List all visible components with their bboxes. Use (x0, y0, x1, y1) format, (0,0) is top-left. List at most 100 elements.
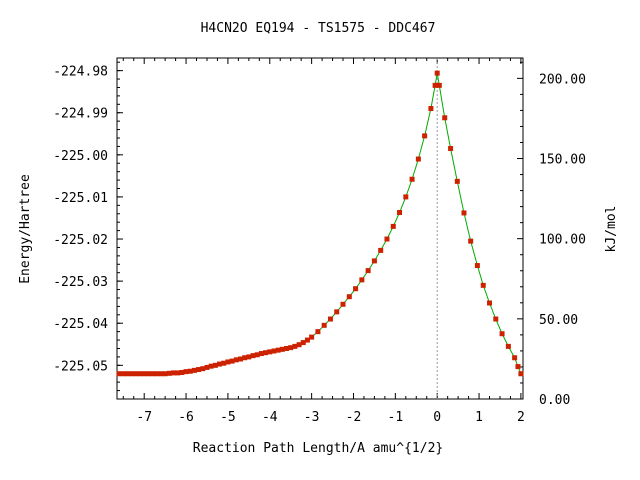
data-point (288, 345, 294, 351)
x-tick-label: 1 (475, 410, 483, 425)
data-point (434, 70, 440, 76)
data-point (191, 367, 197, 373)
data-point (384, 236, 390, 242)
data-point (187, 368, 193, 374)
data-point (154, 371, 160, 377)
x-tick-label: 0 (433, 410, 441, 425)
data-point (229, 358, 235, 364)
data-point (505, 343, 511, 349)
data-point (258, 351, 264, 357)
data-point (158, 371, 164, 377)
data-point (422, 133, 428, 139)
x-tick-label: -1 (388, 410, 404, 425)
y2-tick-label: 100.00 (539, 233, 586, 248)
data-point (267, 349, 273, 355)
data-point (279, 346, 285, 352)
data-point (448, 146, 454, 152)
data-point (515, 364, 521, 370)
y2-tick-label: 150.00 (539, 153, 586, 168)
data-point (518, 371, 524, 377)
data-point (474, 263, 480, 269)
data-point (116, 371, 122, 377)
data-point (300, 340, 306, 346)
data-point (415, 156, 421, 162)
data-point (204, 364, 210, 370)
data-point (254, 352, 260, 358)
data-point (129, 371, 135, 377)
chart-title: H4CN2O EQ194 - TS1575 - DDC467 (201, 21, 436, 36)
data-point (271, 348, 277, 354)
data-point (233, 357, 239, 363)
data-point (120, 371, 126, 377)
data-point (321, 322, 327, 328)
series-curve (119, 73, 522, 375)
data-point (403, 194, 409, 200)
data-point (141, 371, 147, 377)
y-tick-label: -225.04 (53, 317, 108, 332)
tick-labels: -7 -6 -5 -4 -3 -2 -1 0 1 2 -224.98 -224.99 -225.00 -2… (53, 65, 586, 425)
y-tick-label: -225.05 (53, 359, 108, 374)
x-tick-label: 2 (517, 410, 525, 425)
data-point (137, 371, 143, 377)
data-point (183, 369, 189, 375)
data-point (304, 337, 310, 343)
data-point (242, 355, 248, 361)
y-tick-label: -225.01 (53, 191, 108, 206)
data-point (346, 294, 352, 300)
data-point (327, 316, 333, 322)
data-point (208, 363, 214, 369)
x-tick-label: -6 (178, 410, 194, 425)
data-point (292, 343, 298, 349)
y-tick-label: -225.03 (53, 275, 108, 290)
data-point (275, 347, 281, 353)
data-point (250, 353, 256, 359)
data-point (409, 176, 415, 182)
data-point (493, 316, 499, 322)
data-point (150, 371, 156, 377)
data-point (359, 277, 365, 283)
data-point (217, 361, 223, 367)
y2-tick-label: 50.00 (539, 313, 578, 328)
data-points (116, 70, 524, 377)
data-point (171, 370, 177, 376)
x-tick-label: -2 (346, 410, 362, 425)
x-tick-label: -5 (220, 410, 236, 425)
plot-frame (116, 57, 524, 400)
data-point (461, 210, 467, 216)
data-point (371, 258, 377, 264)
data-point (246, 354, 252, 360)
data-point (512, 355, 518, 361)
data-point (175, 370, 181, 376)
data-point (263, 350, 269, 356)
data-point (212, 362, 218, 368)
data-point (436, 82, 442, 88)
data-point (237, 356, 243, 362)
data-point (428, 106, 434, 112)
data-point (133, 371, 139, 377)
data-point (309, 334, 315, 340)
data-point (166, 370, 172, 376)
data-point (432, 82, 438, 88)
data-point (499, 331, 505, 337)
y-tick-label: -224.99 (53, 107, 108, 122)
data-point (487, 300, 493, 306)
y2-tick-label: 200.00 (539, 72, 586, 87)
data-point (124, 371, 130, 377)
data-point (334, 309, 340, 315)
data-point (468, 238, 474, 244)
y-tick-label: -225.02 (53, 233, 108, 248)
data-point (221, 360, 227, 366)
x-tick-label: -3 (304, 410, 320, 425)
data-point (284, 345, 290, 351)
data-point (200, 366, 206, 372)
data-point (162, 371, 168, 377)
data-point (296, 342, 302, 348)
data-point (378, 247, 384, 253)
data-point (454, 178, 460, 184)
data-point (145, 371, 151, 377)
y-tick-label: -225.00 (53, 149, 108, 164)
data-point (442, 115, 448, 121)
x-tick-label: -7 (136, 410, 152, 425)
